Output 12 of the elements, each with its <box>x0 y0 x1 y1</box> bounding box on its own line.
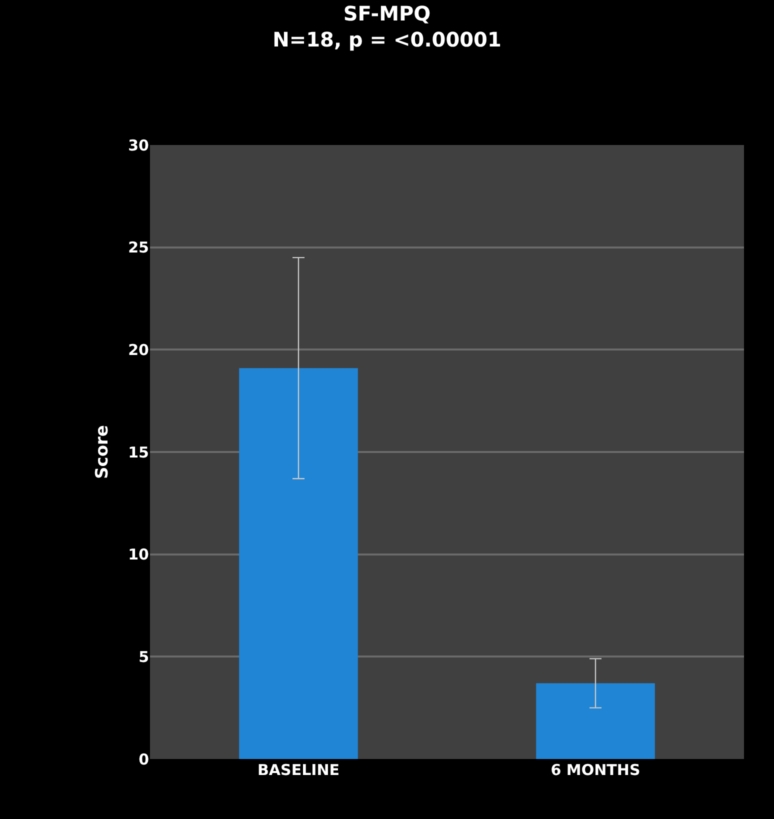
y-tick-label: 15 <box>128 443 149 462</box>
y-tick-label: 30 <box>128 136 149 154</box>
y-tick-label: 5 <box>138 648 149 666</box>
y-tick-label: 25 <box>128 238 149 257</box>
y-axis-title: Score <box>92 425 113 479</box>
y-tick-label: 20 <box>128 340 149 359</box>
x-tick-label: 6 MONTHS <box>550 761 640 779</box>
y-tick-label: 0 <box>138 750 149 768</box>
x-tick-label: BASELINE <box>257 761 340 779</box>
chart-subtitle: N=18, p = <0.00001 <box>272 27 502 52</box>
y-tick-label: 10 <box>128 546 149 564</box>
chart-title: SF-MPQ <box>343 1 431 26</box>
